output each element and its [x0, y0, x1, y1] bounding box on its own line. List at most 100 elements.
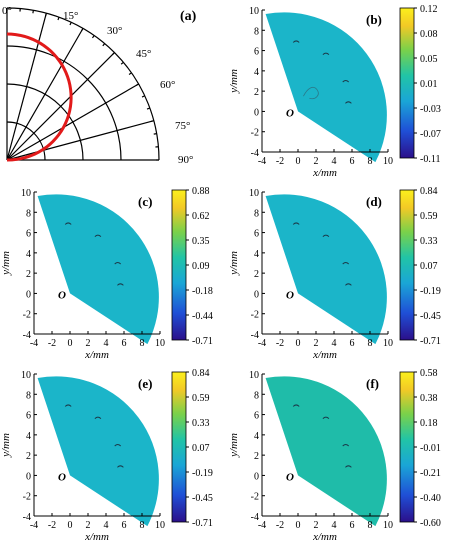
x-tick-label: 10 — [155, 338, 165, 349]
y-tick-label: 2 — [26, 269, 31, 280]
panel-a: (a) 0° 15° 30° 45° 60° 75° 90° — [2, 5, 197, 166]
y-tick-label: 10 — [21, 370, 31, 381]
colorbar — [400, 372, 414, 522]
field-sector — [266, 194, 387, 344]
y-tick-label: 0 — [26, 471, 31, 482]
x-tick-label: -2 — [276, 520, 284, 531]
y-tick-label: 0 — [254, 289, 259, 300]
origin-label: O — [286, 289, 294, 301]
origin-label: O — [58, 289, 66, 301]
colorbar-tick-label: 0.12 — [420, 4, 438, 15]
y-axis-label: y/mm — [228, 433, 240, 458]
x-tick-label: -4 — [30, 520, 38, 531]
colorbar-tick-label: 0.05 — [420, 54, 438, 65]
y-tick-label: 0 — [254, 471, 259, 482]
x-tick-label: 2 — [314, 520, 319, 531]
polar-tick — [103, 44, 105, 46]
field-sector — [266, 12, 387, 162]
angle-label-45: 45° — [136, 48, 151, 60]
colorbar-tick-label: 0.07 — [192, 443, 210, 454]
x-tick-label: 8 — [140, 338, 145, 349]
polar-tick — [33, 10, 34, 13]
x-tick-label: 10 — [383, 520, 393, 531]
y-tick-label: 10 — [249, 370, 259, 381]
y-tick-label: 8 — [26, 208, 31, 219]
field-sector — [266, 376, 387, 526]
y-tick-label: 6 — [254, 229, 259, 240]
polar-ray — [7, 53, 114, 160]
colorbar-tick-label: 0.84 — [192, 368, 210, 379]
polar-tick — [58, 17, 59, 20]
panel-label: (b) — [366, 12, 382, 27]
angle-label-60: 60° — [160, 79, 175, 91]
y-axis-label: y/mm — [0, 433, 12, 458]
panel-label: (f) — [366, 376, 379, 391]
origin-label: O — [58, 471, 66, 483]
y-tick-label: 10 — [249, 188, 259, 199]
colorbar-tick-label: 0.84 — [420, 186, 438, 197]
panel-label: (d) — [366, 194, 382, 209]
x-tick-label: 2 — [86, 338, 91, 349]
y-tick-label: -2 — [23, 310, 31, 321]
polar-tick — [154, 134, 157, 135]
x-tick-label: 10 — [383, 338, 393, 349]
colorbar-tick-label: 0.33 — [192, 418, 210, 429]
y-axis-label: y/mm — [0, 251, 12, 276]
y-tick-label: 6 — [254, 411, 259, 422]
y-tick-label: 0 — [254, 107, 259, 118]
polar-ray — [7, 84, 139, 160]
y-tick-label: 8 — [254, 208, 259, 219]
x-tick-label: 2 — [314, 338, 319, 349]
colorbar-tick-label: -0.40 — [420, 493, 441, 504]
colorbar-tick-label: 0.58 — [420, 368, 438, 379]
x-tick-label: 6 — [122, 520, 127, 531]
colorbar-tick-label: 0.09 — [192, 261, 210, 272]
y-tick-label: -2 — [251, 310, 259, 321]
y-tick-label: 2 — [254, 87, 259, 98]
polar-tick — [92, 35, 94, 37]
y-tick-label: -2 — [23, 492, 31, 503]
polar-tick — [147, 108, 150, 109]
polar-tick — [46, 13, 47, 16]
y-tick-label: 6 — [26, 411, 31, 422]
y-tick-label: 10 — [249, 6, 259, 17]
x-axis-label: x/mm — [84, 531, 109, 543]
x-tick-label: 10 — [383, 156, 393, 167]
y-tick-label: 4 — [254, 249, 259, 260]
y-tick-label: 4 — [254, 431, 259, 442]
colorbar-tick-label: 0.38 — [420, 393, 438, 404]
colorbar-tick-label: 0.35 — [192, 236, 210, 247]
y-tick-label: -2 — [251, 128, 259, 139]
colorbar-tick-label: -0.71 — [192, 336, 213, 347]
polar-tick — [142, 96, 145, 97]
polar-grid — [7, 8, 159, 160]
x-tick-label: 8 — [140, 520, 145, 531]
colorbar-tick-label: -0.71 — [420, 336, 441, 347]
colorbar-tick-label: -0.19 — [420, 286, 441, 297]
colorbar — [172, 372, 186, 522]
colorbar-tick-label: -0.60 — [420, 518, 441, 529]
y-tick-label: 10 — [21, 188, 31, 199]
colorbar-tick-label: 0.59 — [420, 211, 438, 222]
angle-label-75: 75° — [175, 120, 190, 132]
colorbar-tick-label: 0.07 — [420, 261, 438, 272]
y-tick-label: 4 — [26, 249, 31, 260]
x-tick-label: -4 — [258, 338, 266, 349]
colorbar-tick-label: -0.18 — [192, 286, 213, 297]
x-tick-label: 6 — [350, 338, 355, 349]
x-tick-label: 8 — [368, 520, 373, 531]
colorbar-tick-label: -0.44 — [192, 311, 213, 322]
x-tick-label: 8 — [368, 338, 373, 349]
polar-ray — [7, 121, 154, 160]
panel-a-label: (a) — [180, 9, 197, 24]
colorbar — [400, 8, 414, 158]
x-tick-label: 4 — [332, 520, 337, 531]
x-axis-label: x/mm — [312, 167, 337, 179]
x-tick-label: 0 — [296, 156, 301, 167]
colorbar — [172, 190, 186, 340]
colorbar-tick-label: -0.19 — [192, 468, 213, 479]
polar-tick — [70, 22, 71, 25]
